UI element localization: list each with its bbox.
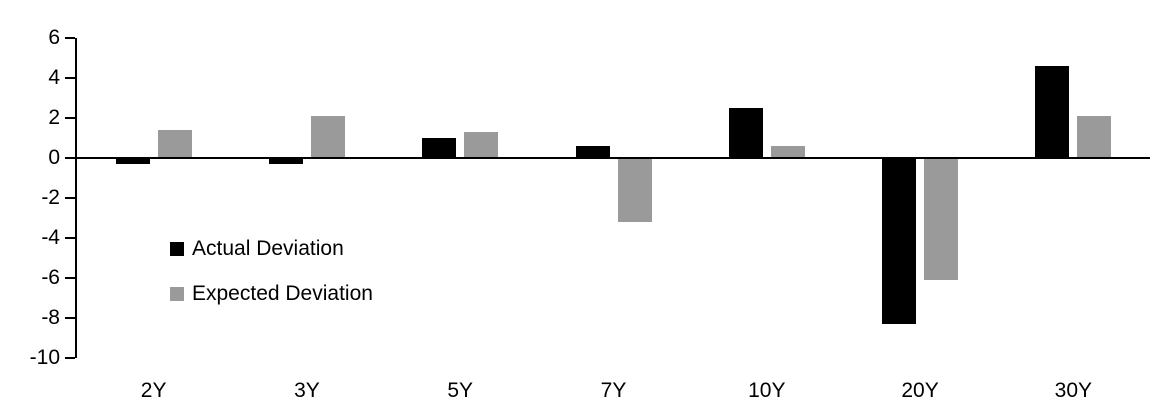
- bar-actual-3Y: [268, 158, 303, 164]
- bar-expected-10Y: [770, 146, 805, 158]
- x-tick-label-20Y: 20Y: [901, 379, 939, 402]
- bar-actual-7Y: [575, 146, 610, 158]
- y-tick--6: [65, 277, 75, 279]
- y-axis-line: [75, 38, 77, 358]
- y-tick-label--6: -6: [41, 266, 60, 289]
- bar-actual-20Y: [882, 158, 917, 324]
- bar-actual-2Y: [115, 158, 150, 164]
- bar-actual-10Y: [728, 108, 763, 158]
- y-tick-4: [65, 77, 75, 79]
- legend-item-expected-deviation: Expected Deviation: [170, 282, 373, 306]
- y-tick--8: [65, 317, 75, 319]
- bar-expected-5Y: [464, 132, 499, 158]
- bar-actual-5Y: [422, 138, 457, 158]
- y-tick-0: [65, 157, 75, 159]
- bar-expected-2Y: [157, 130, 192, 158]
- x-axis-line: [75, 157, 1150, 159]
- legend-label-expected: Expected Deviation: [192, 282, 373, 305]
- bar-expected-30Y: [1077, 116, 1112, 158]
- x-tick-label-5Y: 5Y: [447, 379, 474, 402]
- y-tick-label--8: -8: [41, 306, 60, 329]
- y-tick-label-0: 0: [48, 146, 60, 169]
- y-tick--2: [65, 197, 75, 199]
- y-tick-label--4: -4: [41, 226, 60, 249]
- y-tick-label-2: 2: [48, 106, 60, 129]
- bar-expected-3Y: [310, 116, 345, 158]
- y-tick--10: [65, 357, 75, 359]
- y-tick-2: [65, 117, 75, 119]
- x-tick-label-2Y: 2Y: [140, 379, 167, 402]
- y-tick-label--10: -10: [29, 346, 60, 369]
- legend-swatch-actual-icon: [170, 242, 184, 256]
- y-tick-label-4: 4: [48, 66, 60, 89]
- x-tick-label-3Y: 3Y: [294, 379, 320, 402]
- y-tick-label-6: 6: [48, 26, 60, 49]
- legend: Actual Deviation Expected Deviation: [170, 237, 373, 327]
- y-tick-6: [65, 37, 75, 39]
- legend-swatch-expected-icon: [170, 287, 184, 301]
- y-tick--4: [65, 237, 75, 239]
- x-tick-label-30Y: 30Y: [1054, 379, 1093, 402]
- bar-expected-20Y: [924, 158, 959, 280]
- legend-label-actual: Actual Deviation: [192, 237, 344, 260]
- y-tick-label--2: -2: [41, 186, 60, 209]
- legend-item-actual-deviation: Actual Deviation: [170, 237, 373, 261]
- x-tick-label-10Y: 10Y: [748, 379, 786, 402]
- x-tick-label-7Y: 7Y: [600, 379, 627, 402]
- bar-actual-30Y: [1035, 66, 1070, 158]
- bar-expected-7Y: [617, 158, 652, 222]
